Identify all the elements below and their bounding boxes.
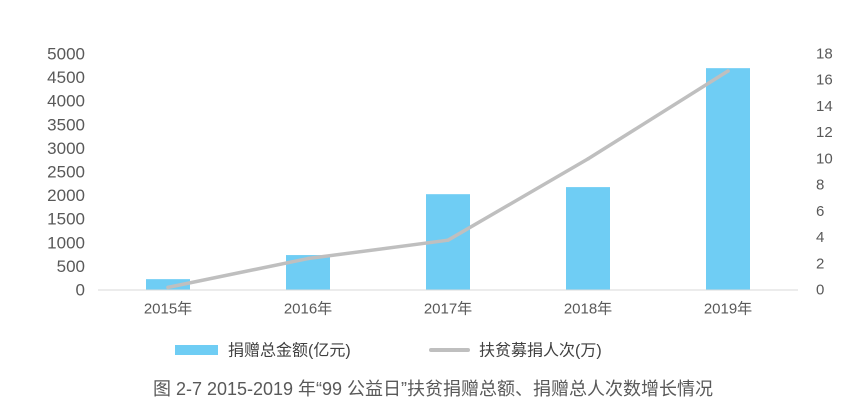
y-left-tick-label-4000: 4000 xyxy=(47,92,85,111)
y-right-tick-label-0: 0 xyxy=(816,282,824,299)
y-left-tick-label-1000: 1000 xyxy=(47,233,85,252)
legend-item-donation-count: 扶贫募捐人次(万) xyxy=(429,342,602,360)
legend-label-donation-total: 捐赠总金额(亿元) xyxy=(228,342,351,360)
x-axis: 2015年 2016年 2017年 2018年 2019年 xyxy=(98,289,798,318)
y-right-tick-label-18: 18 xyxy=(816,46,833,63)
legend-swatch-bar xyxy=(175,345,218,355)
y-left-tick-label-5000: 5000 xyxy=(47,45,85,64)
y-right-tick-label-16: 16 xyxy=(816,72,833,89)
line-point-2019 xyxy=(726,69,730,73)
legend-item-donation-total: 捐赠总金额(亿元) xyxy=(175,342,351,360)
legend: 捐赠总金额(亿元) 扶贫募捐人次(万) xyxy=(175,342,602,360)
y-left-tick-label-1500: 1500 xyxy=(47,210,85,229)
left-y-axis: 0 500 1000 1500 2000 2500 3000 3500 4000 4500 5000 xyxy=(47,45,85,300)
y-right-tick-label-2: 2 xyxy=(816,255,824,272)
y-right-tick-label-8: 8 xyxy=(816,177,824,194)
y-right-tick-label-4: 4 xyxy=(816,229,824,246)
bar-2019 xyxy=(706,68,750,290)
y-left-tick-label-3500: 3500 xyxy=(47,115,85,134)
legend-label-donation-count: 扶贫募捐人次(万) xyxy=(479,342,602,360)
y-right-tick-label-12: 12 xyxy=(816,124,833,141)
figure-caption: 图 2-7 2015-2019 年“99 公益日”扶贫捐赠总额、捐赠总人次数增长… xyxy=(153,379,713,399)
y-left-tick-label-2000: 2000 xyxy=(47,186,85,205)
x-tick-label-2017: 2017年 xyxy=(424,301,472,318)
right-y-axis: 0 2 4 6 8 10 12 14 16 18 xyxy=(816,46,833,299)
line-point-2015 xyxy=(166,285,170,290)
x-tick-label-2019: 2019年 xyxy=(704,301,752,318)
line-point-2017 xyxy=(446,238,450,242)
y-left-tick-label-4500: 4500 xyxy=(47,68,85,87)
y-left-tick-label-0: 0 xyxy=(76,281,85,300)
x-tick-label-2015: 2015年 xyxy=(144,301,192,318)
line-point-2016 xyxy=(306,256,310,261)
y-right-tick-label-10: 10 xyxy=(816,150,833,167)
y-right-tick-label-6: 6 xyxy=(816,203,824,220)
bar-series xyxy=(146,68,750,290)
bar-2018 xyxy=(566,187,610,290)
y-left-tick-label-2500: 2500 xyxy=(47,163,85,182)
bar-2015 xyxy=(146,279,190,290)
y-left-tick-label-500: 500 xyxy=(57,257,85,276)
x-tick-label-2018: 2018年 xyxy=(564,301,612,318)
y-right-tick-label-14: 14 xyxy=(816,98,833,115)
y-left-tick-label-3000: 3000 xyxy=(47,139,85,158)
line-series xyxy=(166,69,730,290)
line-point-2018 xyxy=(586,157,590,161)
x-tick-label-2016: 2016年 xyxy=(284,301,332,318)
